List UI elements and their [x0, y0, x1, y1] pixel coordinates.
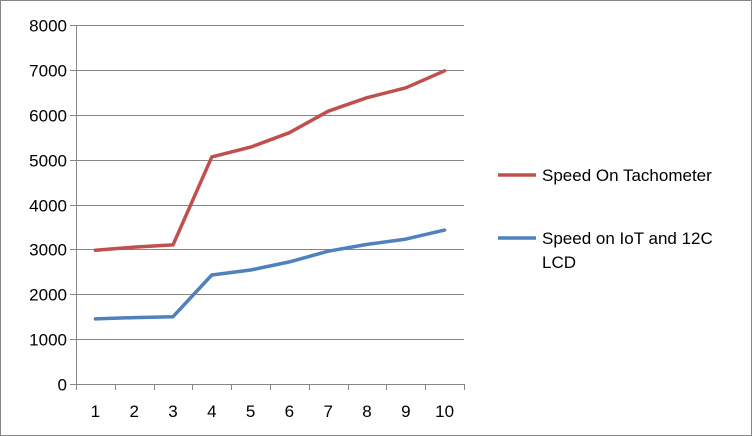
x-tick-label: 10: [435, 402, 454, 421]
x-tick-label: 7: [323, 402, 332, 421]
y-tick-label: 1000: [29, 331, 67, 350]
series-line-2: [93, 228, 447, 321]
series-lines: [93, 69, 447, 321]
legend-label-2: Speed on IoT and 12C LCD: [542, 229, 713, 272]
legend-label-1: Speed On Tachometer: [542, 166, 712, 185]
x-tick-label: 1: [91, 402, 100, 421]
y-tick-labels: 0 1000 2000 3000 4000 5000 6000 7000 8000: [29, 17, 67, 395]
x-tick-label: 2: [129, 402, 138, 421]
y-tick-label: 0: [58, 376, 67, 395]
y-tick-label: 4000: [29, 197, 67, 216]
y-tick-label: 2000: [29, 286, 67, 305]
gridlines: [76, 25, 464, 340]
x-tick-label: 4: [207, 402, 216, 421]
x-tick-label: 3: [168, 402, 177, 421]
x-tick-label: 9: [401, 402, 410, 421]
x-tick-label: 8: [362, 402, 371, 421]
legend: Speed On Tachometer Speed on IoT and 12C L…: [498, 166, 713, 272]
x-tick-label: 6: [285, 402, 294, 421]
y-tick-label: 7000: [29, 62, 67, 81]
y-tick-label: 3000: [29, 241, 67, 260]
axes: [70, 25, 465, 390]
y-tick-label: 5000: [29, 152, 67, 171]
x-tick-label: 5: [246, 402, 255, 421]
y-tick-label: 8000: [29, 17, 67, 36]
y-tick-label: 6000: [29, 107, 67, 126]
series-line-1: [93, 69, 447, 253]
x-tick-labels: 1 2 3 4 5 6 7 8 9 10: [91, 402, 454, 421]
